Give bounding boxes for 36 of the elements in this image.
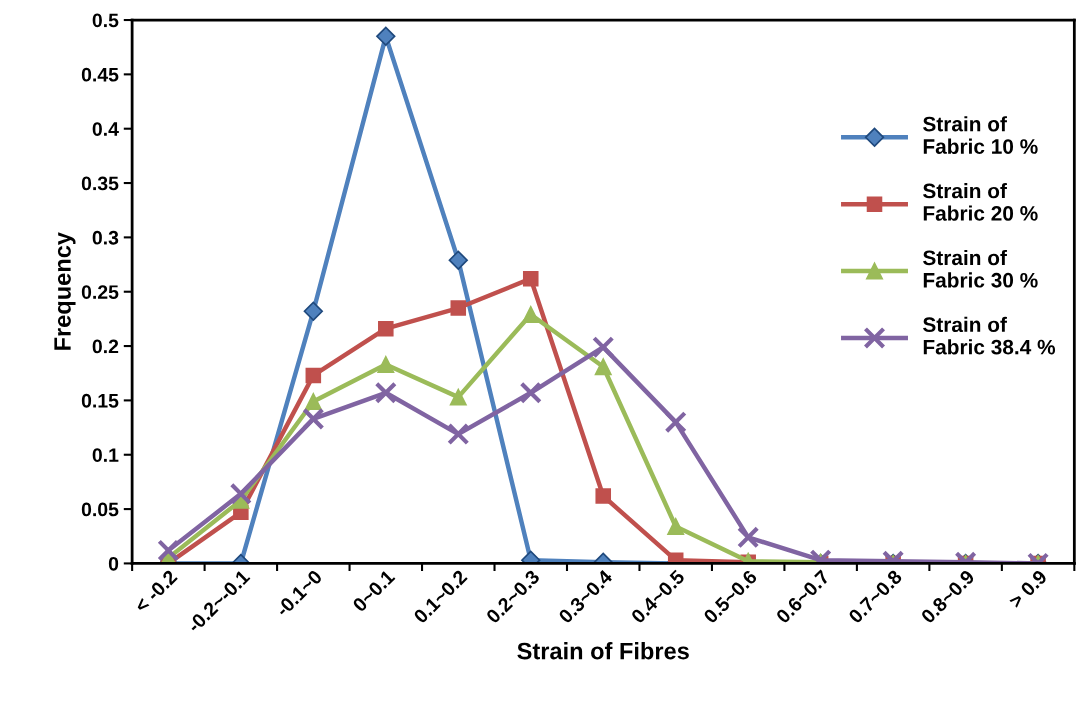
point (447, 422, 470, 446)
point (374, 381, 397, 404)
point (302, 407, 325, 430)
point (449, 388, 467, 406)
point (303, 301, 323, 321)
y-axis-title: Frequency (54, 232, 76, 350)
point (378, 320, 394, 337)
point (522, 270, 539, 287)
legend-label: Strain of Fabric 38.4 % (923, 316, 1056, 355)
x-tick-label: > 0.9 (1008, 569, 1048, 609)
point (664, 411, 687, 434)
legend-label: Strain of Fabric 20 % (923, 183, 1038, 221)
y-tick-label: 0.25 (81, 285, 119, 299)
legend-label: Strain of Fabric 30 % (923, 249, 1038, 288)
point (448, 250, 468, 270)
y-tick-label: 0.05 (81, 502, 119, 517)
point (377, 356, 395, 374)
y-tick-label: 0.35 (81, 176, 119, 191)
point (519, 381, 542, 404)
point (592, 336, 615, 359)
point (522, 306, 540, 324)
y-tick-label: 0.2 (92, 339, 119, 354)
y-tick-label: 0.4 (92, 122, 119, 136)
y-tick-label: 0.45 (81, 67, 119, 82)
point (594, 358, 612, 376)
x-tick-label: < -0.2 (133, 569, 178, 614)
x-axis-title: Strain of Fibres (517, 642, 689, 660)
y-tick-label: 0.1 (92, 448, 119, 462)
point (450, 300, 467, 316)
y-tick-label: 0 (108, 556, 119, 571)
point (305, 367, 322, 384)
y-tick-label: 0.15 (81, 393, 119, 408)
legend-label: Strain of Fabric 10 % (923, 116, 1038, 154)
y-tick-label: 0.3 (92, 230, 119, 245)
point (304, 393, 322, 410)
y-tick-label: 0.5 (92, 13, 119, 28)
